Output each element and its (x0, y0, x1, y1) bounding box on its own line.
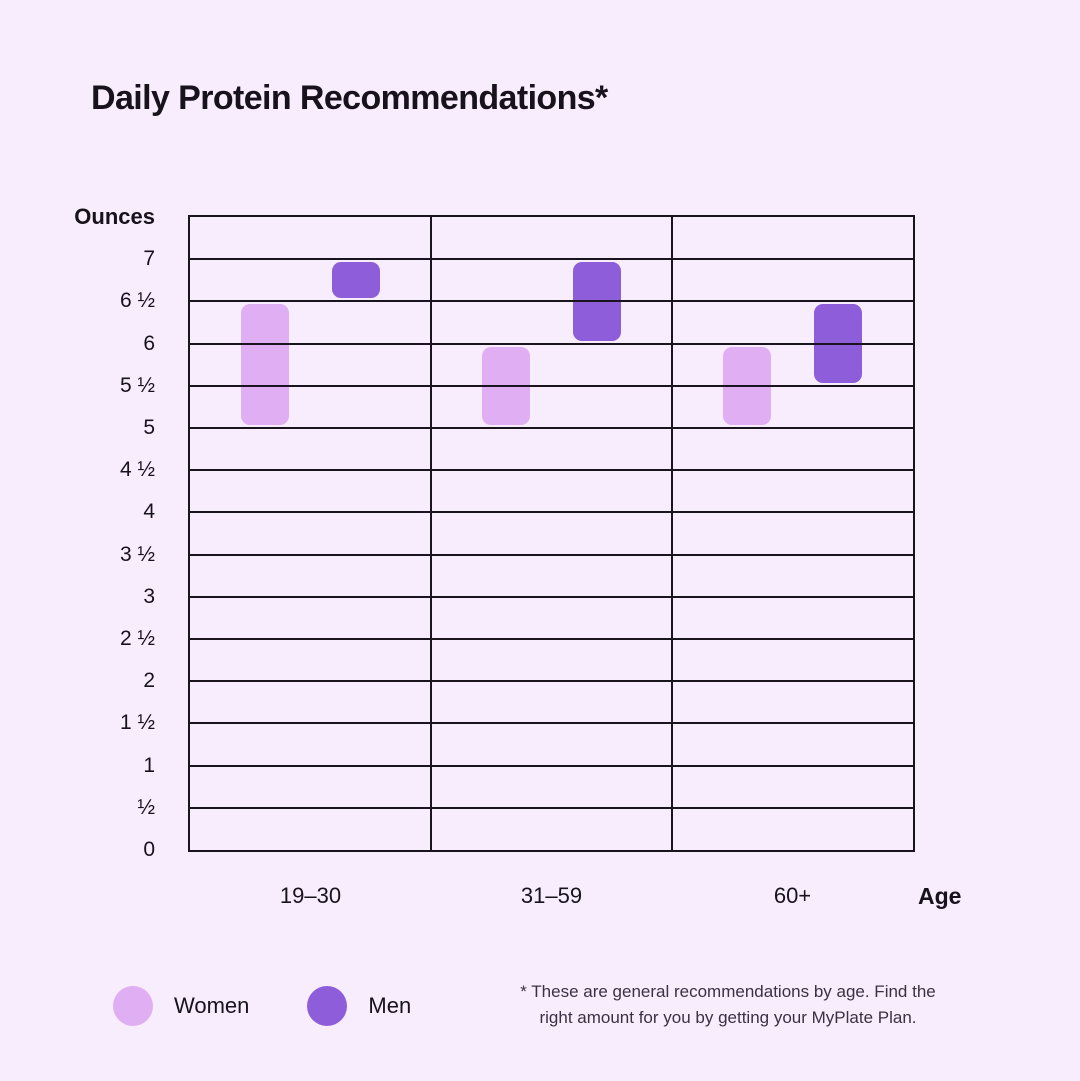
y-tick-label: 0 (143, 838, 155, 861)
footnote-line-1: * These are general recommendations by a… (520, 982, 936, 1001)
y-tick-label: 2 ½ (119, 627, 155, 650)
y-tick-label: 6 ½ (119, 289, 155, 313)
grid-line-horizontal (190, 806, 913, 809)
y-tick-label: ½ (137, 795, 155, 819)
x-axis-title: Age (918, 883, 962, 909)
footnote-line-2: right amount for you by getting your MyP… (539, 1008, 917, 1027)
y-tick-label: 4 ½ (119, 458, 155, 482)
grid-line-horizontal (190, 342, 913, 345)
y-tick-label: 7 (143, 247, 155, 271)
grid-line-horizontal (190, 764, 913, 767)
grid-line-horizontal (190, 553, 913, 556)
footnote: * These are general recommendations by a… (493, 979, 963, 1031)
grid-line-vertical (671, 217, 673, 850)
grid-line-horizontal (190, 258, 913, 261)
grid-line-horizontal (190, 680, 913, 683)
y-axis-tick-labels: 7 6 ½ 6 5 ½ 5 4 ½ 4 3 ½ 3 2 ½ 2 1 ½ 1 ½ 0 (0, 217, 155, 861)
y-tick-label: 5 ½ (119, 373, 155, 397)
grid-line-horizontal (190, 427, 913, 429)
chart-title: Daily Protein Recommendations* (91, 79, 608, 117)
y-axis-title: Ounces (74, 204, 155, 229)
y-tick-label: 2 (143, 669, 155, 693)
legend-label-women: Women (174, 993, 250, 1018)
men-swatch-icon (307, 986, 348, 1026)
women-swatch-icon (113, 986, 153, 1026)
y-tick-label: 5 (143, 416, 155, 439)
y-tick-label: 4 (143, 500, 155, 524)
x-category-label: 19–30 (279, 883, 342, 908)
legend-label-men: Men (368, 993, 412, 1018)
legend-item-men: Men (307, 986, 411, 1026)
legend: Women Men (113, 986, 411, 1026)
grid-line-horizontal (190, 469, 913, 472)
grid-line-horizontal (190, 595, 913, 598)
grid-line-horizontal (190, 300, 913, 303)
bar-women-1 (240, 304, 289, 425)
y-tick-label: 3 ½ (119, 542, 155, 566)
x-category-label: 60+ (773, 883, 812, 908)
grid-line-horizontal (190, 638, 913, 640)
grid-line-horizontal (190, 384, 913, 387)
grid-line-horizontal (190, 511, 913, 514)
x-category-label: 31–59 (520, 883, 583, 908)
bar-men-1 (332, 262, 381, 299)
grid-line-horizontal (190, 722, 913, 725)
x-axis-tick-labels: 19–30 31–59 60+ (190, 881, 913, 911)
y-tick-label: 1 (143, 753, 155, 777)
y-tick-label: 6 (143, 331, 155, 355)
legend-item-women: Women (113, 986, 249, 1026)
y-tick-label: 1 ½ (119, 711, 155, 735)
y-tick-label: 3 (143, 584, 155, 608)
plot-area (188, 215, 915, 852)
grid-line-vertical (430, 217, 432, 850)
